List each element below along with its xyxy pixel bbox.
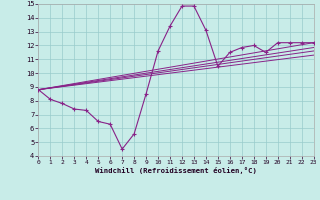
X-axis label: Windchill (Refroidissement éolien,°C): Windchill (Refroidissement éolien,°C): [95, 167, 257, 174]
